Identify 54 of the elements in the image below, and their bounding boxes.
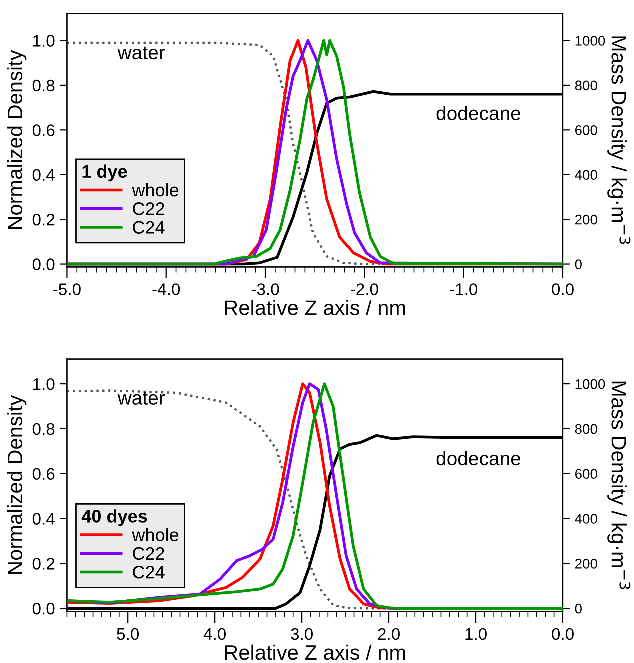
x-tick-label: 1.0 bbox=[466, 628, 487, 640]
x-tick-label: -3.0 bbox=[252, 284, 280, 296]
x-tick-label: 0.0 bbox=[552, 284, 574, 296]
y-axis-title: Normalized Density bbox=[7, 50, 27, 230]
y-tick-label: 0.2 bbox=[32, 214, 55, 226]
y2-tick-label: 400 bbox=[575, 514, 598, 524]
y-tick-label: 0.2 bbox=[32, 558, 55, 570]
y-tick-label: 0.0 bbox=[32, 602, 55, 615]
x-tick-label: 3.0 bbox=[291, 628, 313, 640]
legend-label: C22 bbox=[133, 547, 164, 560]
legend-label: C22 bbox=[133, 202, 164, 216]
y2-tick-label: 0 bbox=[575, 260, 582, 270]
annotation: dodecane bbox=[436, 106, 521, 120]
legend-label: whole bbox=[132, 528, 179, 542]
y-tick-label: 0.6 bbox=[32, 468, 55, 480]
y2-tick-label: 800 bbox=[575, 424, 598, 434]
y2-tick-label: 600 bbox=[576, 125, 598, 136]
legend-label: C24 bbox=[133, 221, 165, 234]
y2-axis-title: Mass Density / kg·m$^{−3}$ bbox=[608, 382, 631, 590]
x-tick-label: -1.0 bbox=[450, 284, 478, 296]
y-tick-label: 0.4 bbox=[32, 169, 55, 182]
legend-title: 1 dye bbox=[82, 164, 128, 182]
y2-tick-label: 600 bbox=[576, 469, 598, 480]
x-axis-title: Relative Z axis / nm bbox=[225, 644, 406, 660]
y-tick-label: 0.0 bbox=[32, 258, 55, 270]
y-tick-label: 0.4 bbox=[32, 513, 55, 525]
legend-title: 40 dyes bbox=[82, 510, 148, 526]
y2-tick-label: 0 bbox=[575, 604, 582, 614]
y-tick-label: 0.8 bbox=[32, 80, 55, 92]
y2-tick-label: 400 bbox=[575, 170, 598, 180]
y-tick-label: 1.0 bbox=[34, 35, 55, 47]
x-tick-label: 4.0 bbox=[204, 628, 226, 640]
y-tick-label: 1.0 bbox=[34, 378, 55, 390]
y2-tick-label: 200 bbox=[575, 559, 598, 569]
x-tick-label: 0.0 bbox=[552, 628, 574, 640]
y2-tick-label: 1000 bbox=[576, 379, 606, 390]
y2-tick-label: 1000 bbox=[576, 36, 606, 46]
legend-label: whole bbox=[132, 183, 179, 197]
legend-label: C24 bbox=[133, 566, 165, 579]
x-tick-label: -4.0 bbox=[152, 284, 180, 296]
x-tick-label: -5.0 bbox=[54, 284, 81, 296]
x-tick-label: 5.0 bbox=[117, 628, 140, 640]
x-axis-title: Relative Z axis / nm bbox=[225, 300, 406, 316]
x-tick-label: -2.0 bbox=[351, 284, 378, 296]
annotation: dodecane bbox=[436, 451, 521, 466]
y2-tick-label: 800 bbox=[575, 80, 598, 91]
y-axis-title: Normalized Density bbox=[7, 395, 27, 574]
annotation: water bbox=[118, 46, 166, 60]
x-tick-label: 2.0 bbox=[378, 628, 400, 640]
y2-tick-label: 200 bbox=[575, 214, 598, 225]
y-tick-label: 0.8 bbox=[32, 423, 55, 436]
y-tick-label: 0.6 bbox=[32, 124, 55, 136]
y2-axis-title: Mass Density / kg·m$^{−3}$ bbox=[608, 36, 631, 244]
annotation: water bbox=[118, 392, 166, 405]
